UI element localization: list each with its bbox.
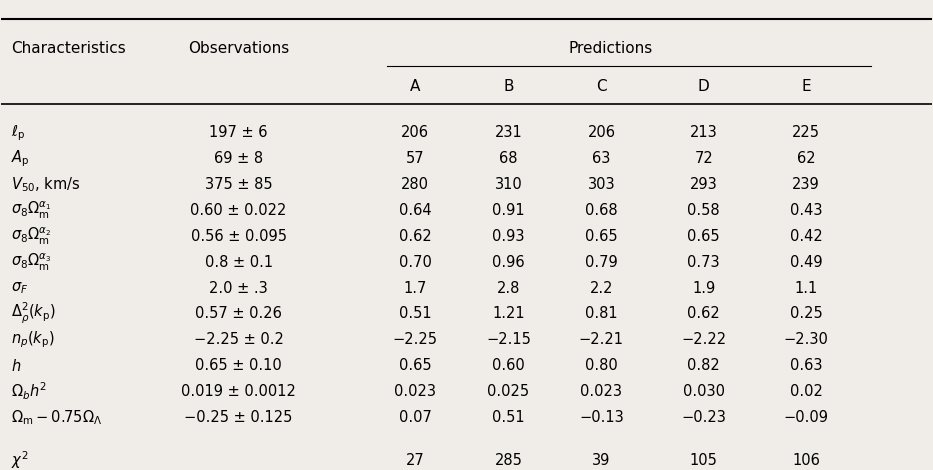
Text: −2.21: −2.21 (578, 332, 624, 347)
Text: −0.25 ± 0.125: −0.25 ± 0.125 (185, 410, 293, 425)
Text: 206: 206 (401, 125, 429, 141)
Text: 68: 68 (499, 151, 518, 166)
Text: 285: 285 (494, 453, 522, 468)
Text: 0.62: 0.62 (688, 306, 720, 321)
Text: $\Omega_{\rm m}-0.75\Omega_\Lambda$: $\Omega_{\rm m}-0.75\Omega_\Lambda$ (10, 408, 102, 427)
Text: 0.42: 0.42 (789, 229, 822, 244)
Text: 0.65: 0.65 (585, 229, 618, 244)
Text: $\ell_{\rm p}$: $\ell_{\rm p}$ (10, 123, 25, 143)
Text: 0.64: 0.64 (399, 203, 432, 218)
Text: 0.65 ± 0.10: 0.65 ± 0.10 (195, 358, 282, 373)
Text: 280: 280 (401, 177, 429, 192)
Text: 0.51: 0.51 (399, 306, 432, 321)
Text: −2.25 ± 0.2: −2.25 ± 0.2 (194, 332, 284, 347)
Text: 39: 39 (592, 453, 610, 468)
Text: 0.79: 0.79 (585, 255, 618, 270)
Text: D: D (698, 78, 710, 94)
Text: 2.0 ± .3: 2.0 ± .3 (209, 281, 268, 296)
Text: 0.49: 0.49 (789, 255, 822, 270)
Text: $\Delta^2_\rho(k_{\rm p})$: $\Delta^2_\rho(k_{\rm p})$ (10, 301, 55, 327)
Text: 0.019 ± 0.0012: 0.019 ± 0.0012 (181, 384, 296, 399)
Text: 0.62: 0.62 (399, 229, 432, 244)
Text: 69 ± 8: 69 ± 8 (214, 151, 263, 166)
Text: 0.80: 0.80 (585, 358, 618, 373)
Text: 0.025: 0.025 (487, 384, 529, 399)
Text: 0.56 ± 0.095: 0.56 ± 0.095 (190, 229, 286, 244)
Text: $\sigma_8\Omega_{\rm m}^{\alpha_1}$: $\sigma_8\Omega_{\rm m}^{\alpha_1}$ (10, 200, 50, 221)
Text: 225: 225 (792, 125, 820, 141)
Text: $\sigma_8\Omega_{\rm m}^{\alpha_2}$: $\sigma_8\Omega_{\rm m}^{\alpha_2}$ (10, 226, 50, 247)
Text: $h$: $h$ (10, 358, 21, 374)
Text: Predictions: Predictions (568, 41, 653, 56)
Text: 63: 63 (592, 151, 610, 166)
Text: 0.43: 0.43 (789, 203, 822, 218)
Text: 239: 239 (792, 177, 820, 192)
Text: −0.23: −0.23 (681, 410, 726, 425)
Text: 0.023: 0.023 (580, 384, 622, 399)
Text: −2.15: −2.15 (486, 332, 531, 347)
Text: B: B (503, 78, 513, 94)
Text: −0.09: −0.09 (784, 410, 829, 425)
Text: 0.030: 0.030 (683, 384, 725, 399)
Text: A: A (411, 78, 421, 94)
Text: Characteristics: Characteristics (10, 41, 125, 56)
Text: $V_{50}$, km/s: $V_{50}$, km/s (10, 175, 80, 194)
Text: 197 ± 6: 197 ± 6 (209, 125, 268, 141)
Text: $n_p(k_{\rm p})$: $n_p(k_{\rm p})$ (10, 329, 54, 350)
Text: −0.13: −0.13 (579, 410, 624, 425)
Text: 2.8: 2.8 (496, 281, 520, 296)
Text: 0.51: 0.51 (492, 410, 524, 425)
Text: 231: 231 (494, 125, 522, 141)
Text: 1.9: 1.9 (692, 281, 716, 296)
Text: 62: 62 (797, 151, 815, 166)
Text: 0.73: 0.73 (688, 255, 720, 270)
Text: 72: 72 (694, 151, 713, 166)
Text: 206: 206 (588, 125, 616, 141)
Text: 2.2: 2.2 (590, 281, 613, 296)
Text: 0.96: 0.96 (492, 255, 524, 270)
Text: 293: 293 (689, 177, 717, 192)
Text: 213: 213 (689, 125, 717, 141)
Text: 0.57 ± 0.26: 0.57 ± 0.26 (195, 306, 282, 321)
Text: 105: 105 (689, 453, 717, 468)
Text: −2.30: −2.30 (784, 332, 829, 347)
Text: 0.8 ± 0.1: 0.8 ± 0.1 (204, 255, 272, 270)
Text: 0.91: 0.91 (492, 203, 524, 218)
Text: 0.81: 0.81 (585, 306, 618, 321)
Text: 0.65: 0.65 (399, 358, 432, 373)
Text: 27: 27 (406, 453, 425, 468)
Text: 0.07: 0.07 (399, 410, 432, 425)
Text: $\Omega_b h^2$: $\Omega_b h^2$ (10, 381, 47, 402)
Text: 0.70: 0.70 (399, 255, 432, 270)
Text: $\sigma_F$: $\sigma_F$ (10, 280, 28, 296)
Text: 1.7: 1.7 (404, 281, 427, 296)
Text: 0.60: 0.60 (492, 358, 524, 373)
Text: C: C (596, 78, 606, 94)
Text: $A_{\rm p}$: $A_{\rm p}$ (10, 149, 29, 169)
Text: 0.60 ± 0.022: 0.60 ± 0.022 (190, 203, 286, 218)
Text: 0.02: 0.02 (789, 384, 823, 399)
Text: E: E (801, 78, 811, 94)
Text: −2.25: −2.25 (393, 332, 438, 347)
Text: 0.68: 0.68 (585, 203, 618, 218)
Text: 0.25: 0.25 (789, 306, 822, 321)
Text: 0.58: 0.58 (688, 203, 720, 218)
Text: 0.65: 0.65 (688, 229, 720, 244)
Text: 0.63: 0.63 (789, 358, 822, 373)
Text: 106: 106 (792, 453, 820, 468)
Text: $\chi^2$: $\chi^2$ (10, 449, 28, 470)
Text: 0.82: 0.82 (688, 358, 720, 373)
Text: 0.93: 0.93 (492, 229, 524, 244)
Text: 0.023: 0.023 (395, 384, 437, 399)
Text: 303: 303 (588, 177, 615, 192)
Text: 57: 57 (406, 151, 425, 166)
Text: −2.22: −2.22 (681, 332, 726, 347)
Text: 1.1: 1.1 (794, 281, 817, 296)
Text: 375 ± 85: 375 ± 85 (204, 177, 272, 192)
Text: $\sigma_8\Omega_{\rm m}^{\alpha_3}$: $\sigma_8\Omega_{\rm m}^{\alpha_3}$ (10, 251, 51, 273)
Text: 1.21: 1.21 (492, 306, 524, 321)
Text: 310: 310 (494, 177, 522, 192)
Text: Observations: Observations (188, 41, 289, 56)
